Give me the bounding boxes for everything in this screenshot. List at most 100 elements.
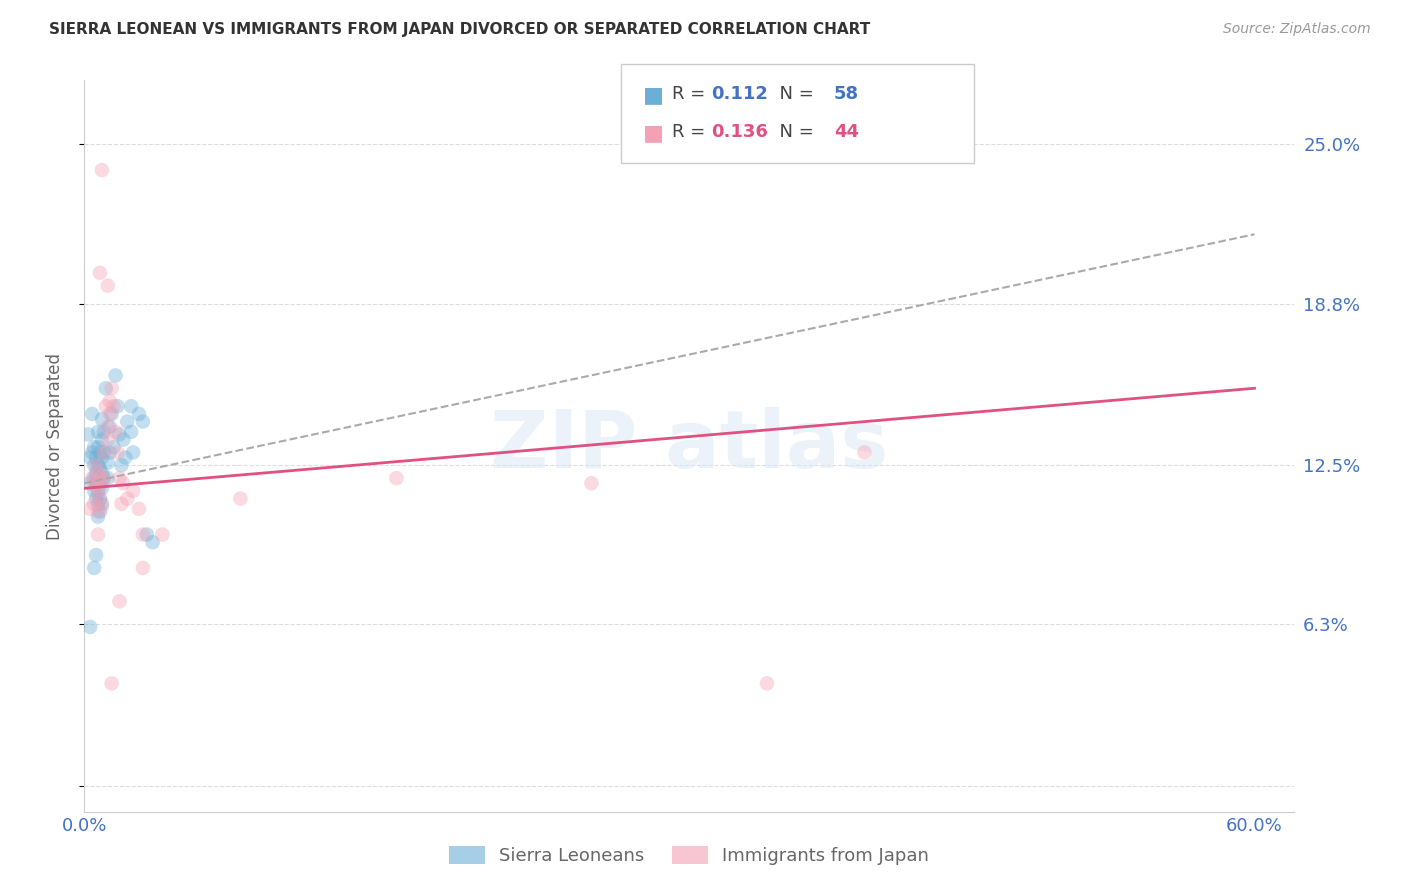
Point bbox=[385, 471, 408, 485]
Point bbox=[108, 427, 131, 442]
Point bbox=[84, 479, 107, 493]
Point bbox=[122, 483, 145, 498]
Point bbox=[112, 476, 135, 491]
Point bbox=[104, 425, 127, 439]
Point bbox=[93, 445, 115, 459]
Point bbox=[132, 561, 155, 575]
Point bbox=[120, 399, 142, 413]
Point bbox=[89, 504, 111, 518]
Point bbox=[128, 407, 150, 421]
Point bbox=[150, 527, 173, 541]
Point bbox=[79, 450, 101, 465]
Text: ■: ■ bbox=[643, 123, 664, 143]
Point bbox=[79, 620, 101, 634]
Text: 0.112: 0.112 bbox=[711, 85, 768, 103]
Point bbox=[89, 445, 111, 459]
Point bbox=[89, 491, 111, 506]
Point bbox=[87, 425, 110, 439]
Point bbox=[98, 394, 121, 409]
Point bbox=[100, 676, 122, 690]
Point bbox=[128, 501, 150, 516]
Point bbox=[83, 458, 105, 473]
Point bbox=[97, 433, 120, 447]
Text: ■: ■ bbox=[643, 85, 664, 104]
Point bbox=[87, 483, 110, 498]
Point bbox=[83, 476, 105, 491]
Point bbox=[108, 594, 131, 608]
Point bbox=[94, 399, 117, 413]
Point bbox=[84, 491, 107, 506]
Point bbox=[122, 445, 145, 459]
Point bbox=[89, 491, 111, 506]
Point bbox=[90, 481, 112, 495]
Point bbox=[98, 407, 121, 421]
Point bbox=[83, 440, 105, 454]
Point bbox=[110, 458, 132, 473]
Point bbox=[107, 399, 129, 413]
Point bbox=[90, 497, 112, 511]
Point bbox=[120, 425, 142, 439]
Point bbox=[100, 407, 122, 421]
Point bbox=[114, 450, 136, 465]
Point bbox=[853, 445, 876, 459]
Point bbox=[581, 476, 603, 491]
Point bbox=[90, 476, 112, 491]
Point bbox=[79, 501, 101, 516]
Point bbox=[90, 466, 112, 480]
Point bbox=[87, 458, 110, 473]
Text: SIERRA LEONEAN VS IMMIGRANTS FROM JAPAN DIVORCED OR SEPARATED CORRELATION CHART: SIERRA LEONEAN VS IMMIGRANTS FROM JAPAN … bbox=[49, 22, 870, 37]
Point bbox=[89, 471, 111, 485]
Text: N =: N = bbox=[768, 123, 820, 141]
Text: ZIP atlas: ZIP atlas bbox=[489, 407, 889, 485]
Point bbox=[84, 450, 107, 465]
Point bbox=[98, 419, 121, 434]
Point bbox=[117, 415, 139, 429]
Point bbox=[97, 471, 120, 485]
Point bbox=[94, 381, 117, 395]
Point bbox=[98, 445, 121, 459]
Point bbox=[87, 509, 110, 524]
Y-axis label: Divorced or Separated: Divorced or Separated bbox=[45, 352, 63, 540]
Point bbox=[87, 471, 110, 485]
Point bbox=[90, 412, 112, 426]
Point bbox=[90, 433, 112, 447]
Point bbox=[107, 445, 129, 459]
Point bbox=[84, 476, 107, 491]
Point bbox=[104, 368, 127, 383]
Point bbox=[117, 491, 139, 506]
Point bbox=[84, 548, 107, 562]
Text: R =: R = bbox=[672, 85, 711, 103]
Text: R =: R = bbox=[672, 123, 711, 141]
Point bbox=[83, 497, 105, 511]
Point bbox=[83, 471, 105, 485]
Legend: Sierra Leoneans, Immigrants from Japan: Sierra Leoneans, Immigrants from Japan bbox=[441, 838, 936, 872]
Point bbox=[87, 483, 110, 498]
Point bbox=[132, 527, 155, 541]
Point bbox=[93, 471, 115, 485]
Point bbox=[79, 476, 101, 491]
Point bbox=[108, 471, 131, 485]
Point bbox=[84, 458, 107, 473]
Point bbox=[110, 497, 132, 511]
Point bbox=[87, 466, 110, 480]
Point bbox=[90, 500, 112, 514]
Point bbox=[82, 445, 104, 459]
Point bbox=[82, 407, 104, 421]
Text: N =: N = bbox=[768, 85, 820, 103]
Point bbox=[100, 381, 122, 395]
Text: Source: ZipAtlas.com: Source: ZipAtlas.com bbox=[1223, 22, 1371, 37]
Point bbox=[142, 535, 165, 549]
Point bbox=[89, 476, 111, 491]
Point bbox=[90, 450, 112, 465]
Point bbox=[87, 504, 110, 518]
Point bbox=[87, 497, 110, 511]
Point bbox=[83, 483, 105, 498]
Point bbox=[755, 676, 778, 690]
Point bbox=[93, 471, 115, 485]
Point bbox=[87, 440, 110, 454]
Point bbox=[84, 466, 107, 480]
Point bbox=[83, 561, 105, 575]
Point bbox=[103, 399, 125, 413]
Point bbox=[89, 266, 111, 280]
Text: 58: 58 bbox=[834, 85, 859, 103]
